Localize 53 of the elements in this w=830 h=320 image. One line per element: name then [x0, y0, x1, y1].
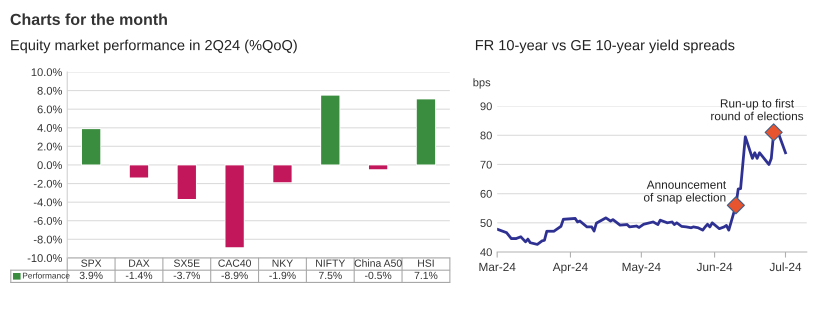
y-tick-label: 2.0%	[38, 142, 62, 151]
data-label: -3.7%	[174, 272, 200, 280]
y-tick-label: 80	[480, 132, 492, 140]
y-tick-label: 10.0%	[32, 68, 62, 76]
x-tick-label: NKY	[272, 260, 293, 267]
data-label: -1.4%	[126, 272, 152, 280]
chart-subtitle: Equity market performance in 2Q24 (%QoQ)	[11, 40, 297, 54]
legend-label: Performance	[22, 272, 70, 279]
y-tick-label: -10.0%	[28, 254, 62, 262]
y-tick-label: 60	[480, 190, 492, 198]
y-tick-label: 4.0%	[37, 124, 62, 132]
bar	[272, 164, 292, 184]
y-tick-label: -6.0%	[34, 217, 62, 225]
chart-title: FR 10-year vs GE 10-year yield spreads	[476, 40, 734, 54]
x-tick-label: DAX	[129, 260, 150, 267]
bar	[416, 98, 436, 166]
bar	[320, 94, 340, 166]
y-tick-label: 6.0%	[38, 105, 62, 114]
y-tick-label: 8.0%	[38, 86, 62, 95]
data-label: 3.9%	[80, 272, 103, 280]
y-tick-label: 50	[480, 219, 492, 227]
data-label: 7.5%	[318, 272, 342, 280]
data-label: -0.5%	[364, 272, 392, 280]
x-tick-label: China A50	[354, 259, 402, 267]
x-tick-label: SX5E	[174, 259, 200, 267]
x-tick-label: NIFTY	[316, 260, 346, 267]
y-tick-label: 40	[480, 248, 492, 256]
x-tick-label: Apr-24	[552, 262, 588, 274]
y-axis-title: bps	[473, 78, 490, 89]
bar	[368, 164, 388, 170]
bar	[224, 164, 245, 248]
bar	[81, 128, 102, 166]
y-tick-label: 70	[480, 160, 492, 169]
bar	[176, 164, 197, 200]
x-tick-label: HSI	[418, 259, 434, 267]
chart-title: Charts for the month	[10, 13, 167, 26]
y-tick-label: -4.0%	[34, 198, 62, 206]
x-tick-label: SPX	[81, 259, 102, 267]
y-tick-label: 0.0%	[37, 161, 62, 170]
x-tick-label: Mar-24	[479, 262, 516, 272]
y-tick-label: 90	[480, 102, 492, 110]
data-label: 7.1%	[414, 272, 438, 280]
annotation: Announcement of snap election	[644, 180, 726, 204]
x-tick-label: May-24	[622, 262, 661, 274]
bar	[128, 164, 149, 178]
x-tick-label: CAC40	[218, 259, 252, 267]
y-tick-label: -8.0%	[34, 236, 62, 244]
annotation: Run-up to first round of elections	[711, 98, 804, 120]
x-tick-label: Jul-24	[770, 262, 802, 272]
data-label: -1.9%	[269, 272, 296, 280]
x-tick-label: Jun-24	[696, 262, 732, 272]
data-label: -8.9%	[221, 272, 248, 280]
y-tick-label: -2.0%	[34, 180, 62, 188]
